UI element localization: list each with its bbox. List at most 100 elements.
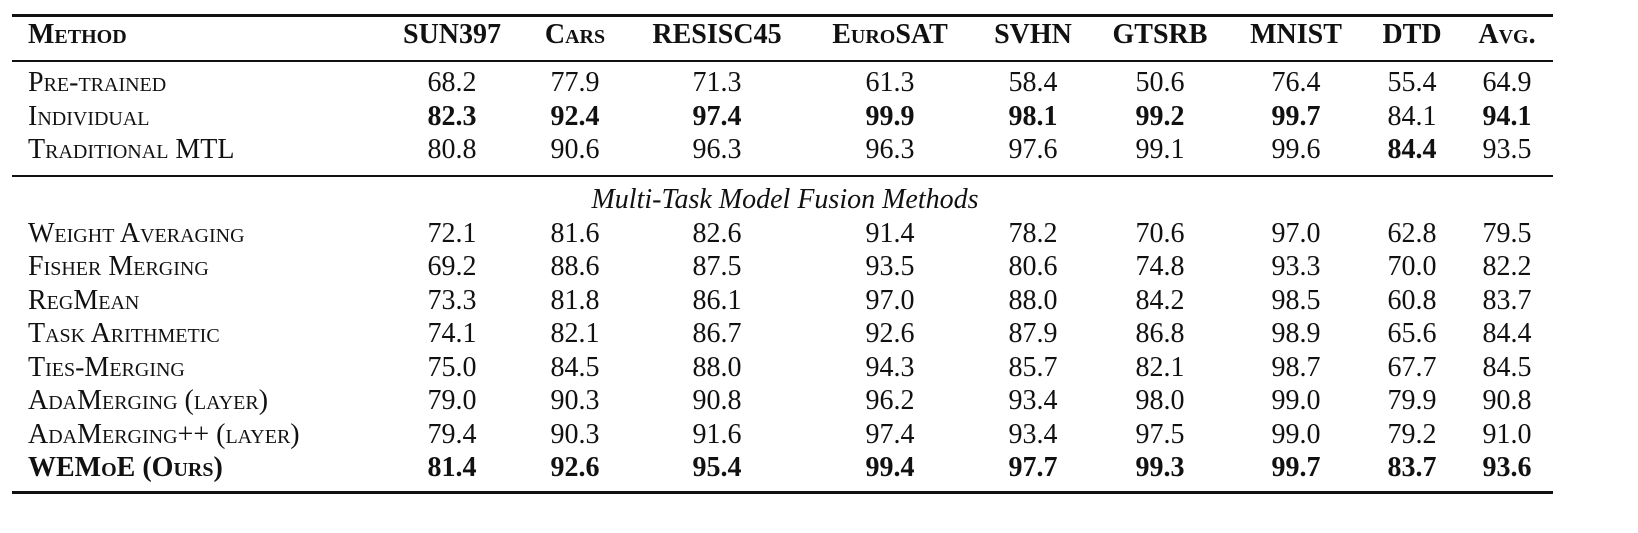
score-cell: 79.2 [1387, 418, 1437, 450]
header-rule [12, 60, 1553, 62]
score-cell: 81.8 [550, 284, 600, 316]
method-name: AdaMerging (layer) [28, 385, 269, 416]
score-cell: 81.4 [427, 452, 477, 483]
group-rule [12, 175, 1553, 177]
score-cell: 83.7 [1482, 284, 1532, 316]
method-name: Pre-trained [28, 67, 167, 98]
top-rule [12, 14, 1553, 17]
score-cell: 77.9 [550, 67, 600, 98]
score-cell: 92.4 [550, 100, 600, 132]
score-cell: 70.6 [1135, 217, 1185, 249]
score-cell: 90.8 [1482, 385, 1532, 416]
score-cell: 93.3 [1271, 251, 1321, 282]
score-cell: 90.6 [550, 134, 600, 165]
score-cell: 98.9 [1271, 318, 1321, 349]
score-cell: 60.8 [1387, 284, 1437, 316]
score-cell: 98.7 [1271, 351, 1321, 383]
score-cell: 55.4 [1387, 67, 1437, 98]
score-cell: 88.0 [692, 351, 742, 383]
score-cell: 93.5 [1482, 134, 1532, 165]
score-cell: 99.6 [1271, 134, 1321, 165]
score-cell: 65.6 [1387, 318, 1437, 349]
score-cell: 82.1 [550, 318, 600, 349]
score-cell: 78.2 [1008, 217, 1058, 249]
score-cell: 99.0 [1271, 385, 1321, 416]
bottom-rule [12, 491, 1553, 494]
score-cell: 97.6 [1008, 134, 1058, 165]
method-name: Weight Averaging [28, 217, 245, 249]
header-column: MNIST [1250, 19, 1342, 50]
score-cell: 98.1 [1008, 100, 1058, 132]
score-cell: 97.5 [1135, 418, 1185, 450]
score-cell: 84.4 [1482, 318, 1532, 349]
score-cell: 80.8 [427, 134, 477, 165]
score-cell: 97.0 [865, 284, 915, 316]
score-cell: 50.6 [1135, 67, 1185, 98]
score-cell: 82.6 [692, 217, 742, 249]
score-cell: 81.6 [550, 217, 600, 249]
score-cell: 68.2 [427, 67, 477, 98]
method-name: RegMean [28, 284, 140, 316]
score-cell: 76.4 [1271, 67, 1321, 98]
score-cell: 99.2 [1135, 100, 1185, 132]
score-cell: 73.3 [427, 284, 477, 316]
method-name: Traditional MTL [28, 134, 235, 165]
score-cell: 97.0 [1271, 217, 1321, 249]
score-cell: 62.8 [1387, 217, 1437, 249]
score-cell: 92.6 [865, 318, 915, 349]
method-name: Task Arithmetic [28, 318, 220, 349]
score-cell: 98.5 [1271, 284, 1321, 316]
method-name: WEMoE (Ours) [28, 452, 223, 483]
method-name: Individual [28, 100, 150, 132]
score-cell: 97.4 [865, 418, 915, 450]
score-cell: 70.0 [1387, 251, 1437, 282]
score-cell: 84.5 [550, 351, 600, 383]
score-cell: 71.3 [692, 67, 742, 98]
score-cell: 84.2 [1135, 284, 1185, 316]
method-name: AdaMerging++ (layer) [28, 418, 300, 450]
score-cell: 99.7 [1271, 452, 1321, 483]
score-cell: 99.0 [1271, 418, 1321, 450]
score-cell: 79.4 [427, 418, 477, 450]
header-column: EuroSAT [832, 19, 948, 50]
score-cell: 94.1 [1482, 100, 1532, 132]
score-cell: 82.2 [1482, 251, 1532, 282]
score-cell: 79.9 [1387, 385, 1437, 416]
score-cell: 86.1 [692, 284, 742, 316]
score-cell: 85.7 [1008, 351, 1058, 383]
score-cell: 99.9 [865, 100, 915, 132]
score-cell: 99.7 [1271, 100, 1321, 132]
score-cell: 74.1 [427, 318, 477, 349]
score-cell: 86.8 [1135, 318, 1185, 349]
score-cell: 84.5 [1482, 351, 1532, 383]
score-cell: 91.0 [1482, 418, 1532, 450]
score-cell: 79.5 [1482, 217, 1532, 249]
section-label: Multi-Task Model Fusion Methods [591, 184, 979, 215]
header-column: RESISC45 [652, 19, 782, 50]
score-cell: 97.4 [692, 100, 742, 132]
header-column: GTSRB [1112, 19, 1208, 50]
score-cell: 91.4 [865, 217, 915, 249]
header-column: SVHN [994, 19, 1072, 50]
score-cell: 58.4 [1008, 67, 1058, 98]
score-cell: 69.2 [427, 251, 477, 282]
score-cell: 72.1 [427, 217, 477, 249]
score-cell: 99.1 [1135, 134, 1185, 165]
score-cell: 96.3 [692, 134, 742, 165]
score-cell: 93.4 [1008, 385, 1058, 416]
score-cell: 74.8 [1135, 251, 1185, 282]
score-cell: 80.6 [1008, 251, 1058, 282]
header-column: Cars [544, 19, 606, 50]
score-cell: 82.3 [427, 100, 477, 132]
method-name: Ties-Merging [28, 351, 185, 383]
score-cell: 79.0 [427, 385, 477, 416]
score-cell: 61.3 [865, 67, 915, 98]
score-cell: 98.0 [1135, 385, 1185, 416]
score-cell: 84.1 [1387, 100, 1437, 132]
score-cell: 99.3 [1135, 452, 1185, 483]
score-cell: 91.6 [692, 418, 742, 450]
score-cell: 96.3 [865, 134, 915, 165]
score-cell: 67.7 [1387, 351, 1437, 383]
score-cell: 86.7 [692, 318, 742, 349]
